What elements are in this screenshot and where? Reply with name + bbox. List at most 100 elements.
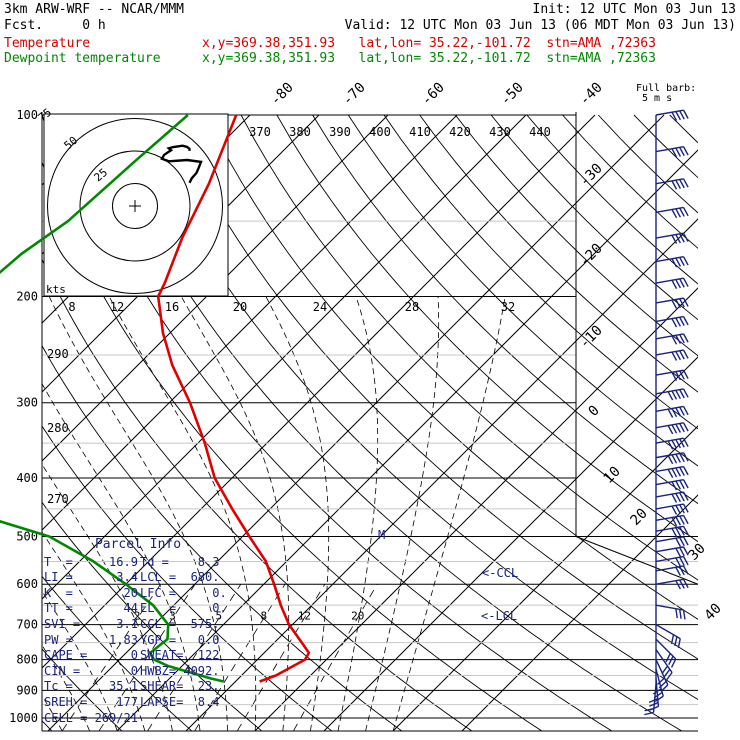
wind-barb-flag: [682, 388, 689, 398]
parcel-param-left: K = 20: [44, 585, 138, 600]
dry-adiabat-line: [597, 114, 698, 214]
parcel-param-right: SHEAR= 23.: [140, 679, 220, 694]
wind-barb-staff: [655, 491, 684, 498]
wind-barb-flag: [675, 439, 681, 449]
wind-barb-flag: [679, 257, 685, 267]
init-time: Init: 12 UTC Mon 03 Jun 13: [532, 2, 737, 17]
wind-barb-flag: [682, 109, 689, 119]
wind-barb-flag: [671, 234, 678, 244]
dry-adiabat-line: [169, 114, 698, 660]
wind-barb-flag: [679, 466, 685, 476]
wind-barb: [655, 465, 689, 478]
wind-barb-flag: [671, 111, 678, 121]
wind-barb-flag: [679, 526, 685, 536]
pressure-tick-label: 800: [16, 653, 38, 667]
wind-barb: [655, 514, 689, 527]
wind-barb-flag: [675, 371, 681, 381]
wind-barb-staff: [655, 146, 684, 153]
isotherm-label: -80: [268, 80, 297, 109]
wind-barb-flag: [675, 407, 681, 417]
wind-barb: [655, 491, 689, 503]
dry-adiabat-line: [204, 114, 698, 620]
wind-barb-flag: [682, 609, 686, 620]
wind-barb-flag: [679, 479, 685, 490]
wind-barb-flag: [679, 566, 685, 576]
dry-adiabat-lines: [42, 114, 740, 731]
wind-barb-flag: [675, 179, 681, 189]
mixing-ratio-label: 20: [351, 610, 364, 623]
wind-barb-staff: [655, 525, 684, 532]
wind-barb-staff: [655, 638, 677, 660]
pressure-tick-label: 400: [16, 471, 38, 485]
wind-barb: [655, 555, 689, 567]
parcel-param-left: SREH = 177: [44, 694, 138, 709]
wind-barb-flag: [671, 481, 678, 491]
parcel-info-title: Parcel Info: [94, 537, 182, 552]
moist-adiabat-line: [265, 296, 330, 731]
theta-label: 420: [449, 125, 471, 139]
isotherm-line: [392, 425, 698, 731]
wind-barb-flag: [675, 516, 681, 526]
wind-barb: [655, 297, 689, 309]
parcel-param-right: LAPSE= 8.4: [140, 694, 220, 709]
wind-barb-staff: [655, 578, 684, 585]
wind-barb: [655, 422, 689, 435]
temperature-legend: Temperature: [4, 36, 91, 51]
dry-adiabat-line: [705, 115, 740, 731]
wind-barb-flag: [671, 528, 678, 538]
isotherm-label: -60: [419, 80, 448, 109]
sounding-annotation: M: [378, 528, 385, 542]
wind-barb-flag: [682, 277, 689, 287]
parcel-info-row: CAPE = 0 SWEAT= 122: [44, 648, 232, 664]
wind-barb-staff: [655, 388, 684, 395]
wind-barb: [655, 503, 689, 515]
parcel-param-left: PW = 1.83: [44, 632, 138, 647]
wind-barb-staff: [655, 277, 684, 284]
temperature-trace: [156, 114, 311, 683]
parcel-param-right: LFC = 0.: [140, 585, 227, 600]
wind-barb-flag: [682, 466, 689, 476]
dry-adiabat-line: [42, 425, 332, 731]
isotherm-label: 0: [586, 403, 603, 420]
wind-barb-flag: [682, 503, 689, 513]
wind-barb-flag: [679, 492, 685, 502]
parcel-info-row: LI = 3.4 LCL = 680.: [44, 570, 232, 586]
wind-barb-flag: [671, 335, 678, 345]
hodograph-x-tick: 12: [110, 300, 124, 314]
wind-barb-flag: [682, 369, 689, 379]
isotherm-line: [116, 149, 698, 731]
wind-barb-flag: [679, 453, 685, 463]
dry-adiabat-line: [97, 114, 682, 731]
wind-barb-flag: [682, 452, 689, 462]
wind-barb-flag: [671, 505, 678, 515]
parcel-param-left: SVI = 3.1: [44, 616, 138, 631]
wind-barb-flag: [675, 111, 681, 121]
pressure-tick-label: 600: [16, 577, 38, 591]
wind-barb: [655, 146, 689, 158]
theta-side-label: 280: [47, 421, 69, 435]
parcel-param-left: LI = 3.4: [44, 570, 138, 585]
hodograph-x-tick: 20: [233, 300, 247, 314]
barb-legend-line2: 5 m s: [642, 93, 673, 104]
isotherm-line: [47, 114, 665, 731]
pressure-tick-label: 500: [16, 529, 38, 543]
wind-barb-flag: [682, 333, 689, 343]
mixing-ratio-label: 5: [216, 610, 223, 623]
wind-barbs: [644, 109, 689, 716]
wind-barb: [655, 437, 689, 450]
theta-label: 440: [529, 125, 551, 139]
wind-barb: [655, 525, 689, 538]
parcel-param-right: CCL = 575.: [140, 616, 220, 631]
wind-barb: [655, 565, 689, 576]
wind-barb-flag: [675, 234, 681, 244]
moist-adiabat-line: [365, 296, 440, 731]
wind-barb-flag: [682, 515, 689, 525]
wind-barb-flag: [670, 634, 675, 645]
wind-barb: [655, 178, 689, 190]
wind-barb-flag: [679, 389, 685, 399]
wind-barb-flag: [665, 672, 673, 681]
wind-barb-flag: [682, 536, 689, 546]
parcel-info-row: PW = 1.83 YGP = 0.0: [44, 633, 232, 649]
wind-barb: [655, 578, 689, 590]
dry-adiabat-line: [42, 258, 472, 731]
